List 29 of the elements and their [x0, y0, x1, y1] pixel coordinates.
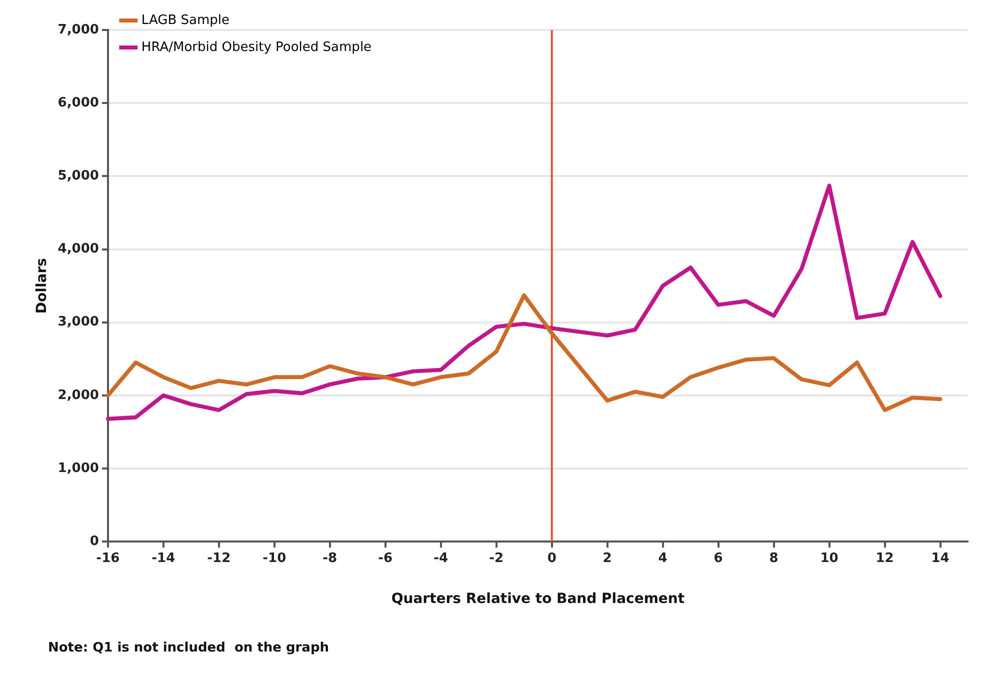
y-tick-label: 1,000 [58, 460, 99, 476]
x-tick-label: -16 [96, 550, 120, 566]
x-tick-label: -10 [262, 550, 286, 566]
x-tick-label: 12 [876, 550, 894, 566]
y-tick-label: 3,000 [58, 314, 99, 330]
x-tick-label: -2 [489, 550, 504, 566]
y-tick-label: 5,000 [58, 168, 99, 184]
x-tick-label: 6 [714, 550, 723, 566]
x-tick-label: 0 [547, 550, 556, 566]
text: Note: Q1 is not included on the graph [48, 640, 330, 656]
x-tick-label: 14 [931, 550, 950, 566]
y-tick-label: 2,000 [58, 388, 99, 403]
legend-label: LAGB Sample [141, 12, 230, 28]
x-tick-label: 4 [658, 550, 668, 566]
y-axis-title: Dollars [34, 258, 50, 314]
x-tick-label: 2 [602, 550, 612, 566]
x-tick-label: 8 [769, 550, 778, 566]
x-tick-label: -8 [322, 550, 338, 566]
x-tick-label: -6 [378, 550, 393, 566]
y-tick-label: 6,000 [58, 95, 99, 110]
x-tick-label: 10 [820, 550, 838, 566]
legend-label: HRA/Morbid Obesity Pooled Sample [141, 40, 372, 55]
x-axis-title: Quarters Relative to Band Placement [391, 591, 685, 608]
x-tick-label: -12 [207, 550, 231, 566]
y-tick-label: 7,000 [58, 22, 99, 38]
x-tick-label: -4 [434, 550, 448, 566]
x-tick-label: -14 [152, 550, 176, 566]
y-tick-label: 0 [90, 534, 99, 549]
y-tick-label: 4,000 [58, 242, 99, 257]
